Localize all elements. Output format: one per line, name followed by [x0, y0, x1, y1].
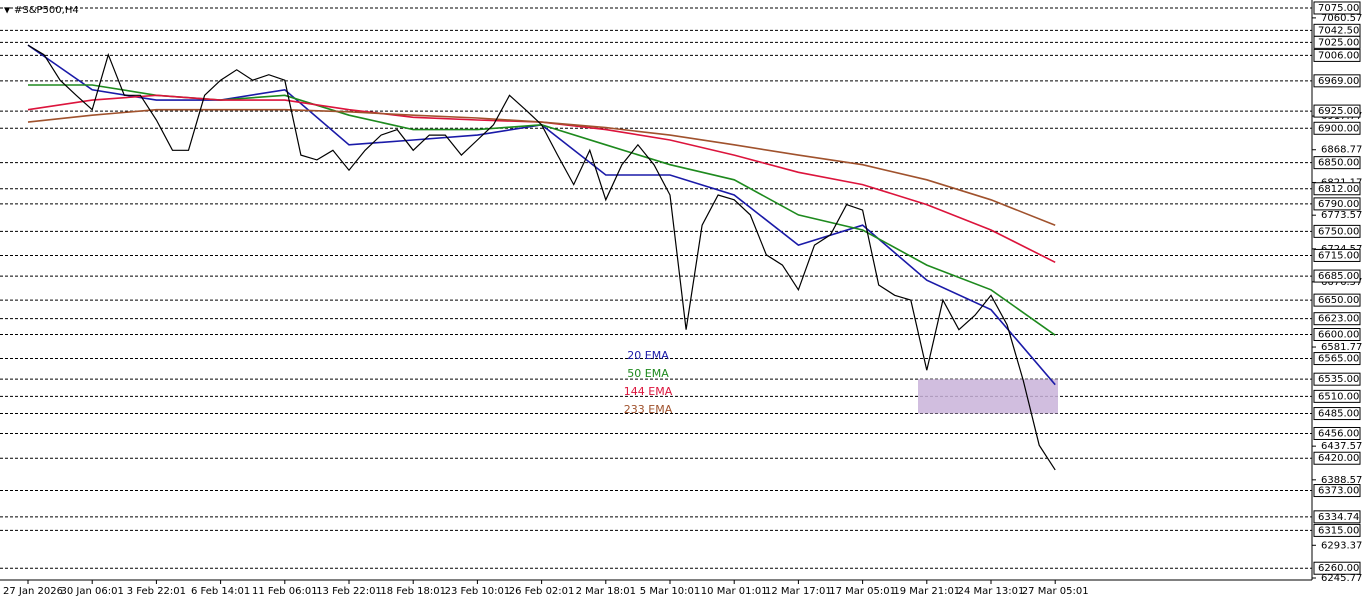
level-label-box	[1313, 451, 1361, 465]
level-label-box	[1313, 104, 1361, 118]
level-label-box	[1313, 121, 1361, 135]
x-tick-label: 18 Feb 18:01	[380, 586, 446, 597]
level-label-box	[1313, 484, 1361, 498]
legend-entry: 233 EMA	[624, 403, 673, 416]
level-label-box	[1313, 312, 1361, 326]
level-label-box	[1313, 224, 1361, 238]
x-tick-label: 27 Jan 2026	[3, 586, 63, 597]
y-tick-label: 6773.57	[1321, 210, 1362, 221]
level-label-box	[1313, 1, 1361, 15]
level-label: 7075.00	[1318, 3, 1359, 14]
level-label-box	[1313, 74, 1361, 88]
ema-line	[27, 108, 1056, 226]
level-label: 6485.00	[1318, 409, 1359, 420]
x-tick-label: 6 Feb 14:01	[191, 586, 250, 597]
level-label-box	[1313, 372, 1361, 386]
y-tick-label: 6868.77	[1321, 145, 1362, 156]
x-tick-label: 13 Feb 22:01	[316, 586, 382, 597]
y-tick-label: 6388.57	[1321, 475, 1362, 486]
level-label-box	[1313, 248, 1361, 262]
level-label-box	[1313, 48, 1361, 62]
level-label: 6925.00	[1318, 106, 1359, 117]
level-label-box	[1313, 327, 1361, 341]
level-label: 6510.00	[1318, 391, 1359, 402]
legend-entry: 144 EMA	[624, 385, 673, 398]
level-label: 6650.00	[1318, 295, 1359, 306]
level-label-box	[1313, 389, 1361, 403]
level-label: 6685.00	[1318, 271, 1359, 282]
y-tick-label: 6581.77	[1321, 342, 1362, 353]
level-label: 6790.00	[1318, 199, 1359, 210]
level-label-box	[1313, 407, 1361, 421]
level-label-box	[1313, 182, 1361, 196]
y-tick-label: 6437.57	[1321, 441, 1362, 452]
level-label: 6456.00	[1318, 428, 1359, 439]
x-tick-label: 27 Mar 05:01	[1022, 586, 1089, 597]
level-label: 6315.00	[1318, 525, 1359, 536]
legend-entry: 20 EMA	[627, 349, 669, 362]
level-label: 6535.00	[1318, 374, 1359, 385]
level-label: 6260.00	[1318, 563, 1359, 574]
level-label: 6750.00	[1318, 226, 1359, 237]
chart-title-arrow: ▼	[4, 6, 11, 15]
level-label: 6715.00	[1318, 250, 1359, 261]
level-label: 6373.00	[1318, 486, 1359, 497]
level-label-box	[1313, 293, 1361, 307]
y-tick-label: 6245.77	[1321, 573, 1362, 584]
level-label: 6850.00	[1318, 158, 1359, 169]
y-tick-label: 6293.37	[1321, 540, 1362, 551]
level-label-box	[1313, 35, 1361, 49]
price-line	[27, 44, 1056, 471]
level-label: 6623.00	[1318, 314, 1359, 325]
x-tick-label: 26 Feb 02:01	[509, 586, 575, 597]
level-label: 6812.00	[1318, 184, 1359, 195]
level-label: 7042.50	[1318, 25, 1359, 36]
y-tick-label: 7060.57	[1321, 13, 1362, 24]
level-label-box	[1313, 426, 1361, 440]
level-label: 6334.74	[1318, 512, 1359, 523]
level-label-box	[1313, 561, 1361, 575]
level-label: 6565.00	[1318, 354, 1359, 365]
x-tick-label: 2 Mar 18:01	[576, 586, 636, 597]
level-label: 6969.00	[1318, 76, 1359, 87]
plot	[27, 44, 1058, 471]
x-tick-label: 24 Mar 13:01	[958, 586, 1025, 597]
level-label-box	[1313, 197, 1361, 211]
x-tick-label: 3 Feb 22:01	[127, 586, 186, 597]
x-tick-label: 17 Mar 05:01	[829, 586, 896, 597]
zone	[918, 379, 1058, 414]
level-label: 7006.00	[1318, 50, 1359, 61]
level-label-box	[1313, 510, 1361, 524]
x-tick-label: 5 Mar 10:01	[640, 586, 700, 597]
level-label: 6600.00	[1318, 329, 1359, 340]
level-label: 6420.00	[1318, 453, 1359, 464]
level-label-box	[1313, 523, 1361, 537]
x-tick-label: 30 Jan 06:01	[61, 586, 124, 597]
legend-entry: 50 EMA	[627, 367, 669, 380]
level-label-box	[1313, 269, 1361, 283]
x-tick-label: 23 Feb 10:01	[445, 586, 511, 597]
chart-title: #S&P500,H4	[14, 5, 79, 16]
level-label-box	[1313, 352, 1361, 366]
x-tick-label: 10 Mar 01:01	[701, 586, 768, 597]
x-tick-label: 12 Mar 17:01	[765, 586, 832, 597]
levels	[0, 7, 1312, 569]
level-label-box	[1313, 156, 1361, 170]
level-label: 7025.00	[1318, 37, 1359, 48]
x-tick-label: 19 Mar 21:01	[893, 586, 960, 597]
x-tick-label: 11 Feb 06:01	[252, 586, 318, 597]
level-label: 6900.00	[1318, 123, 1359, 134]
